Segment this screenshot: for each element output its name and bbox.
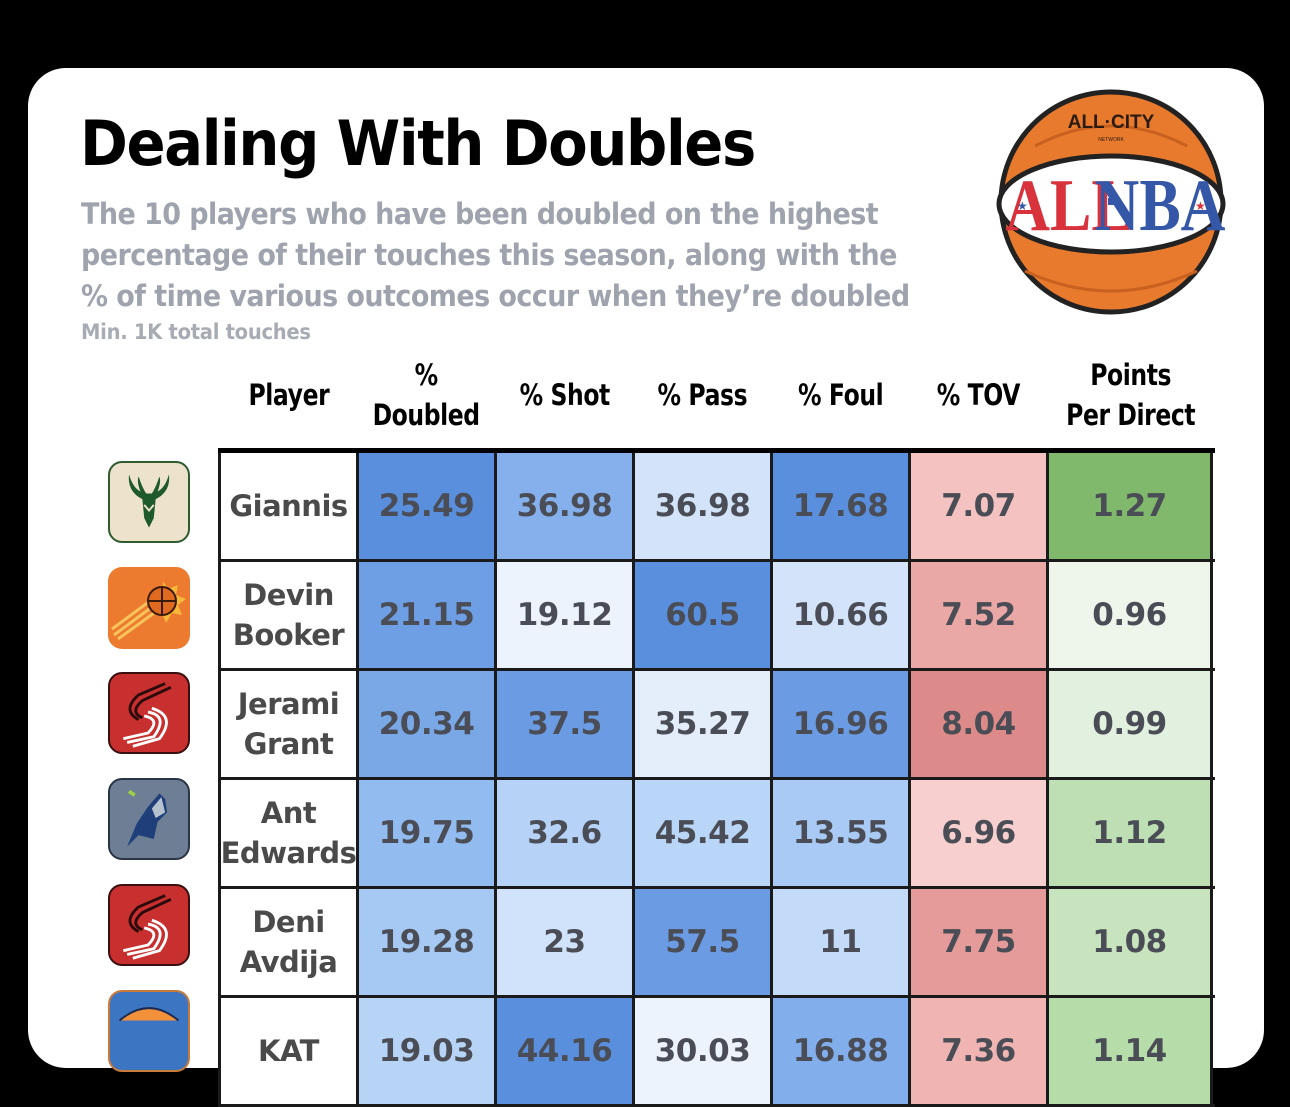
tov-value: 7.52: [908, 562, 1046, 668]
header-doubled: % Doubled: [372, 358, 481, 432]
ppd-value: 1.14: [1046, 998, 1213, 1104]
svg-text:★: ★: [1195, 199, 1206, 213]
logo-all-text: ALL: [1005, 164, 1132, 247]
table-row: Jerami Grant 20.34 37.5 35.27 16.96 8.04…: [218, 671, 1215, 780]
foul-value: 10.66: [770, 562, 908, 668]
foul-value: 17.68: [770, 453, 908, 559]
table-row: Devin Booker 21.15 19.12 60.5 10.66 7.52…: [218, 562, 1215, 671]
blazers-icon: [108, 884, 190, 966]
suns-icon: [108, 567, 190, 649]
doubled-value: 19.03: [356, 998, 494, 1104]
foul-value: 11: [770, 889, 908, 995]
shot-value: 44.16: [494, 998, 632, 1104]
ppd-value: 1.12: [1046, 780, 1213, 886]
foul-value: 13.55: [770, 780, 908, 886]
shot-value: 19.12: [494, 562, 632, 668]
shot-value: 32.6: [494, 780, 632, 886]
pass-value: 45.42: [632, 780, 770, 886]
pass-value: 36.98: [632, 453, 770, 559]
stats-table: Giannis 25.49 36.98 36.98 17.68 7.07 1.2…: [218, 448, 1215, 1107]
header-points-per-direct: Points Per Direct: [1066, 358, 1196, 432]
doubled-value: 19.75: [356, 780, 494, 886]
pass-value: 30.03: [632, 998, 770, 1104]
tov-value: 7.36: [908, 998, 1046, 1104]
doubled-value: 25.49: [356, 453, 494, 559]
table-row: Deni Avdija 19.28 23 57.5 11 7.75 1.08: [218, 889, 1215, 998]
blazers-icon: [108, 672, 190, 754]
player-name: Devin Booker: [218, 562, 356, 668]
table-row: Ant Edwards 19.75 32.6 45.42 13.55 6.96 …: [218, 780, 1215, 889]
player-name: Ant Edwards: [218, 780, 357, 886]
table-row: KAT 19.03 44.16 30.03 16.88 7.36 1.14: [218, 998, 1215, 1107]
all-nba-logo-icon: ALL·CITY NETWORK ALL NBA ★ ★: [996, 89, 1226, 315]
doubled-value: 19.28: [356, 889, 494, 995]
svg-text:★: ★: [1017, 199, 1028, 213]
doubled-value: 21.15: [356, 562, 494, 668]
header-pass: % Pass: [657, 378, 748, 412]
player-name: Deni Avdija: [218, 889, 356, 995]
shot-value: 23: [494, 889, 632, 995]
page-title: Dealing With Doubles: [80, 107, 756, 180]
tov-value: 7.75: [908, 889, 1046, 995]
bucks-icon: [108, 461, 190, 543]
pass-value: 57.5: [632, 889, 770, 995]
tov-value: 6.96: [908, 780, 1046, 886]
doubled-value: 20.34: [356, 671, 494, 777]
subtitle: The 10 players who have been doubled on …: [81, 197, 910, 313]
player-name: Giannis: [218, 453, 356, 559]
pass-value: 35.27: [632, 671, 770, 777]
knicks-icon: [108, 990, 190, 1072]
timberwolves-icon: [108, 778, 190, 860]
tov-value: 8.04: [908, 671, 1046, 777]
header-shot: % Shot: [519, 378, 610, 412]
pass-value: 60.5: [632, 562, 770, 668]
foul-value: 16.96: [770, 671, 908, 777]
ppd-value: 0.96: [1046, 562, 1213, 668]
shot-value: 37.5: [494, 671, 632, 777]
footnote: Min. 1K total touches: [81, 320, 311, 344]
player-name: KAT: [218, 998, 356, 1104]
ppd-value: 1.08: [1046, 889, 1213, 995]
header-tov: % TOV: [936, 378, 1021, 412]
player-name: Jerami Grant: [218, 671, 356, 777]
ppd-value: 1.27: [1046, 453, 1213, 559]
logo-top-text: ALL·CITY: [1068, 112, 1155, 133]
logo-nba-text: NBA: [1095, 164, 1226, 247]
header-player: Player: [248, 378, 329, 412]
header-foul: % Foul: [797, 378, 884, 412]
logo-small-text: NETWORK: [1098, 137, 1124, 143]
table-row: Giannis 25.49 36.98 36.98 17.68 7.07 1.2…: [218, 453, 1215, 562]
shot-value: 36.98: [494, 453, 632, 559]
ppd-value: 0.99: [1046, 671, 1213, 777]
foul-value: 16.88: [770, 998, 908, 1104]
tov-value: 7.07: [908, 453, 1046, 559]
